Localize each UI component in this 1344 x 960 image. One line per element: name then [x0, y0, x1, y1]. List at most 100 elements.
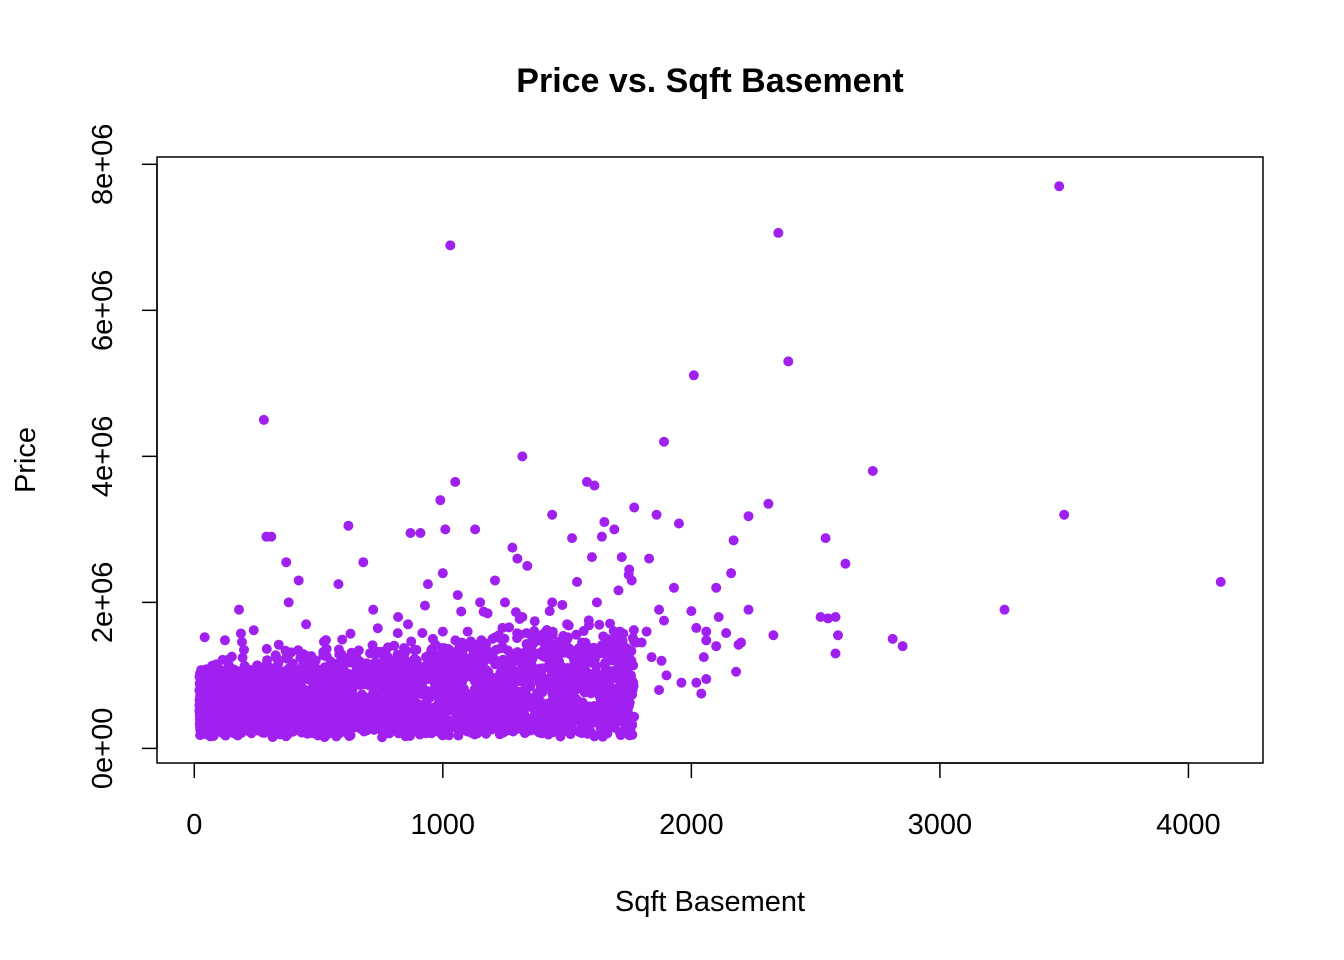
cluster-point [204, 687, 215, 698]
data-point [440, 524, 451, 535]
data-point [726, 568, 737, 579]
data-point [609, 524, 620, 535]
cluster-point [491, 697, 502, 708]
cluster-point [495, 643, 506, 654]
data-point [661, 670, 672, 681]
cluster-point [287, 658, 298, 669]
data-point [611, 633, 622, 644]
cluster-point [340, 726, 351, 737]
data-point [435, 495, 446, 506]
cluster-point [440, 712, 451, 723]
data-point [701, 635, 712, 646]
cluster-point [477, 711, 488, 722]
data-point [437, 626, 448, 637]
cluster-point [403, 694, 414, 705]
data-point [517, 611, 528, 622]
cluster-point [435, 699, 446, 710]
data-point [422, 579, 433, 590]
cluster-point [351, 667, 362, 678]
cluster-point [463, 664, 474, 675]
cluster-point [494, 729, 505, 740]
cluster-point [578, 724, 589, 735]
cluster-point [231, 729, 242, 740]
data-point [368, 604, 379, 615]
cluster-point [505, 653, 516, 664]
data-point [393, 611, 404, 622]
cluster-point [521, 638, 532, 649]
cluster-point [465, 640, 476, 651]
cluster-point [310, 680, 321, 691]
cluster-point [206, 711, 217, 722]
cluster-point [397, 703, 408, 714]
data-point [562, 619, 573, 630]
cluster-point [529, 626, 540, 637]
data-point [1215, 576, 1226, 587]
data-point [403, 619, 414, 630]
cluster-point [503, 675, 514, 686]
cluster-point [285, 672, 296, 683]
cluster-point [513, 713, 524, 724]
cluster-point [372, 623, 383, 634]
data-point [688, 370, 699, 381]
cluster-point [247, 720, 258, 731]
data-point [641, 626, 652, 637]
data-point [497, 622, 508, 633]
data-point [701, 674, 712, 685]
cluster-point [297, 717, 308, 728]
cluster-point [419, 600, 430, 611]
cluster-point [415, 719, 426, 730]
cluster-point [628, 625, 639, 636]
data-point [698, 652, 709, 663]
cluster-point [439, 691, 450, 702]
data-point [820, 533, 831, 544]
data-point [711, 582, 722, 593]
cluster-point [503, 668, 514, 679]
y-tick-label: 6e+06 [87, 270, 119, 351]
y-axis: 0e+00 2e+06 4e+06 6e+06 8e+06 [87, 124, 158, 789]
y-tick-label: 2e+06 [87, 562, 119, 643]
cluster-point [201, 727, 212, 738]
data-point [522, 560, 533, 571]
data-point [606, 641, 617, 652]
data-point [482, 608, 493, 619]
cluster-point [553, 637, 564, 648]
cluster-point [448, 674, 459, 685]
cluster-point [359, 670, 370, 681]
data-point [654, 604, 665, 615]
cluster-point [527, 694, 538, 705]
cluster-point [350, 710, 361, 721]
data-point [832, 630, 843, 641]
cluster-point [527, 646, 538, 657]
cluster-point [309, 706, 320, 717]
cluster-point [337, 634, 348, 645]
cluster-point [449, 683, 460, 694]
data-point [490, 575, 501, 586]
cluster-point [470, 694, 481, 705]
cluster-point [414, 669, 425, 680]
data-point [676, 677, 687, 688]
data-point [487, 633, 498, 644]
cluster-point [392, 628, 403, 639]
x-tick-label: 1000 [411, 809, 476, 841]
cluster-point [541, 640, 552, 651]
x-axis: 0 1000 2000 3000 4000 [186, 762, 1221, 841]
y-tick-label: 4e+06 [87, 416, 119, 497]
data-point [599, 692, 610, 703]
cluster-point [296, 727, 307, 738]
cluster-point [223, 672, 234, 683]
cluster-point [520, 653, 531, 664]
cluster-point [589, 700, 600, 711]
cluster-point [427, 672, 438, 683]
cluster-point [347, 657, 358, 668]
data-point [691, 677, 702, 688]
cluster-point [588, 649, 599, 660]
cluster-point [503, 687, 514, 698]
cluster-point [417, 627, 428, 638]
data-point [452, 590, 463, 601]
data-point [1054, 181, 1065, 192]
data-point [258, 414, 269, 425]
cluster-point [271, 703, 282, 714]
cluster-point [448, 664, 459, 675]
cluster-point [195, 690, 206, 701]
cluster-point [515, 686, 526, 697]
